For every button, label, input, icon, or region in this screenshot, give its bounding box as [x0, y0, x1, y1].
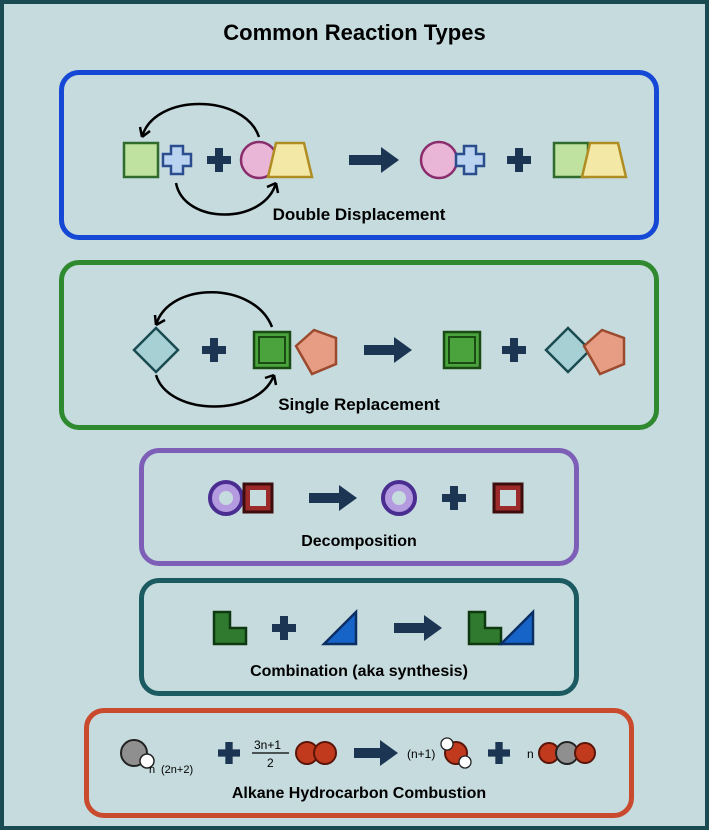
combustion-svg: n (2n+2) 3n+1 2 (n+1) n: [89, 713, 639, 823]
panel-decomposition: Decomposition: [139, 448, 579, 566]
svg-text:2: 2: [267, 756, 274, 770]
svg-text:n: n: [149, 764, 155, 776]
svg-text:(n+1): (n+1): [407, 747, 435, 761]
combination-svg: [144, 583, 584, 701]
panel-label-combustion: Alkane Hydrocarbon Combustion: [89, 785, 629, 803]
page-title: Common Reaction Types: [4, 4, 705, 56]
panel-double-displacement: Double Displacement: [59, 70, 659, 240]
decomposition-svg: [144, 453, 584, 571]
svg-text:(2n+2): (2n+2): [161, 764, 193, 776]
panel-label-double-displacement: Double Displacement: [64, 205, 654, 225]
diagram-page: Common Reaction Types Double Displacemen…: [0, 0, 709, 830]
panel-label-single-replacement: Single Replacement: [64, 395, 654, 415]
panel-label-combination: Combination (aka synthesis): [144, 663, 574, 681]
panel-combination: Combination (aka synthesis): [139, 578, 579, 696]
panel-single-replacement: Single Replacement: [59, 260, 659, 430]
svg-text:n: n: [527, 747, 534, 761]
panel-combustion: n (2n+2) 3n+1 2 (n+1) n Alkane Hydrocarbon Co…: [84, 708, 634, 818]
svg-text:3n+1: 3n+1: [254, 738, 281, 752]
panel-label-decomposition: Decomposition: [144, 533, 574, 551]
